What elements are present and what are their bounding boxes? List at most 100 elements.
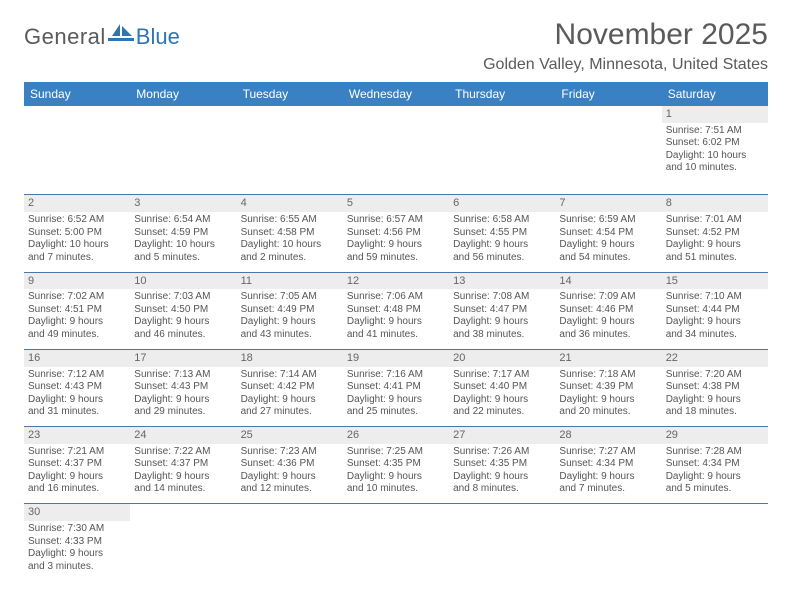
day-detail-row: Sunrise: 7:12 AMSunset: 4:43 PMDaylight:… bbox=[24, 367, 768, 427]
day-number: 24 bbox=[130, 427, 236, 444]
day-cell: Sunrise: 7:16 AMSunset: 4:41 PMDaylight:… bbox=[343, 367, 449, 427]
sunset-line: Sunset: 4:34 PM bbox=[666, 458, 764, 471]
sunrise-line: Sunrise: 6:57 AM bbox=[347, 214, 445, 227]
logo-text-blue: Blue bbox=[136, 24, 180, 50]
location: Golden Valley, Minnesota, United States bbox=[483, 56, 768, 74]
day-number bbox=[24, 106, 130, 123]
sunset-line: Sunset: 4:59 PM bbox=[134, 227, 232, 240]
sunrise-line: Sunrise: 7:21 AM bbox=[28, 446, 126, 459]
day-number bbox=[343, 504, 449, 521]
day-cell: Sunrise: 7:10 AMSunset: 4:44 PMDaylight:… bbox=[662, 289, 768, 349]
sunset-line: Sunset: 4:41 PM bbox=[347, 381, 445, 394]
day-cell bbox=[343, 123, 449, 195]
daylight-line-1: Daylight: 9 hours bbox=[559, 394, 657, 407]
daylight-line-2: and 8 minutes. bbox=[453, 483, 551, 496]
day-number: 27 bbox=[449, 427, 555, 444]
sunrise-line: Sunrise: 6:58 AM bbox=[453, 214, 551, 227]
sunset-line: Sunset: 4:40 PM bbox=[453, 381, 551, 394]
daylight-line-1: Daylight: 9 hours bbox=[666, 394, 764, 407]
sunset-line: Sunset: 4:44 PM bbox=[666, 304, 764, 317]
daylight-line-2: and 14 minutes. bbox=[134, 483, 232, 496]
sunset-line: Sunset: 4:39 PM bbox=[559, 381, 657, 394]
sunrise-line: Sunrise: 6:55 AM bbox=[241, 214, 339, 227]
daylight-line-2: and 29 minutes. bbox=[134, 406, 232, 419]
daylight-line-1: Daylight: 9 hours bbox=[559, 471, 657, 484]
sunrise-line: Sunrise: 7:01 AM bbox=[666, 214, 764, 227]
sunrise-line: Sunrise: 7:18 AM bbox=[559, 369, 657, 382]
sunset-line: Sunset: 4:38 PM bbox=[666, 381, 764, 394]
daylight-line-2: and 31 minutes. bbox=[28, 406, 126, 419]
sunset-line: Sunset: 4:48 PM bbox=[347, 304, 445, 317]
day-number-row: 2345678 bbox=[24, 195, 768, 212]
sunrise-line: Sunrise: 7:17 AM bbox=[453, 369, 551, 382]
day-cell: Sunrise: 6:57 AMSunset: 4:56 PMDaylight:… bbox=[343, 212, 449, 272]
sunrise-line: Sunrise: 6:52 AM bbox=[28, 214, 126, 227]
day-cell bbox=[237, 521, 343, 581]
sunset-line: Sunset: 4:52 PM bbox=[666, 227, 764, 240]
sunrise-line: Sunrise: 7:05 AM bbox=[241, 291, 339, 304]
day-cell: Sunrise: 6:52 AMSunset: 5:00 PMDaylight:… bbox=[24, 212, 130, 272]
daylight-line-1: Daylight: 9 hours bbox=[28, 471, 126, 484]
sunrise-line: Sunrise: 7:28 AM bbox=[666, 446, 764, 459]
sunset-line: Sunset: 4:49 PM bbox=[241, 304, 339, 317]
day-cell bbox=[662, 521, 768, 581]
day-number-row: 23242526272829 bbox=[24, 427, 768, 444]
day-cell bbox=[449, 123, 555, 195]
sunrise-line: Sunrise: 7:25 AM bbox=[347, 446, 445, 459]
day-cell: Sunrise: 7:17 AMSunset: 4:40 PMDaylight:… bbox=[449, 367, 555, 427]
daylight-line-2: and 43 minutes. bbox=[241, 329, 339, 342]
daylight-line-1: Daylight: 10 hours bbox=[134, 239, 232, 252]
day-number bbox=[130, 106, 236, 123]
sunrise-line: Sunrise: 7:51 AM bbox=[666, 125, 764, 138]
sunrise-line: Sunrise: 7:03 AM bbox=[134, 291, 232, 304]
day-cell: Sunrise: 7:14 AMSunset: 4:42 PMDaylight:… bbox=[237, 367, 343, 427]
sunrise-line: Sunrise: 7:08 AM bbox=[453, 291, 551, 304]
sunrise-line: Sunrise: 7:10 AM bbox=[666, 291, 764, 304]
daylight-line-1: Daylight: 9 hours bbox=[241, 394, 339, 407]
sunrise-line: Sunrise: 7:16 AM bbox=[347, 369, 445, 382]
day-cell: Sunrise: 6:55 AMSunset: 4:58 PMDaylight:… bbox=[237, 212, 343, 272]
daylight-line-2: and 12 minutes. bbox=[241, 483, 339, 496]
daylight-line-2: and 41 minutes. bbox=[347, 329, 445, 342]
sunset-line: Sunset: 4:51 PM bbox=[28, 304, 126, 317]
logo: General Blue bbox=[24, 18, 180, 50]
sail-icon bbox=[108, 24, 134, 47]
day-number: 11 bbox=[237, 272, 343, 289]
day-cell bbox=[237, 123, 343, 195]
day-number-row: 30 bbox=[24, 504, 768, 521]
daylight-line-1: Daylight: 9 hours bbox=[453, 316, 551, 329]
daylight-line-1: Daylight: 9 hours bbox=[453, 471, 551, 484]
weekday-header: Wednesday bbox=[343, 82, 449, 106]
daylight-line-2: and 38 minutes. bbox=[453, 329, 551, 342]
weekday-header: Sunday bbox=[24, 82, 130, 106]
logo-text-general: General bbox=[24, 24, 106, 50]
daylight-line-1: Daylight: 9 hours bbox=[453, 394, 551, 407]
daylight-line-2: and 16 minutes. bbox=[28, 483, 126, 496]
day-number: 22 bbox=[662, 349, 768, 366]
daylight-line-2: and 49 minutes. bbox=[28, 329, 126, 342]
sunset-line: Sunset: 4:33 PM bbox=[28, 536, 126, 549]
daylight-line-2: and 7 minutes. bbox=[559, 483, 657, 496]
day-number: 28 bbox=[555, 427, 661, 444]
daylight-line-2: and 56 minutes. bbox=[453, 252, 551, 265]
daylight-line-2: and 2 minutes. bbox=[241, 252, 339, 265]
sunset-line: Sunset: 4:34 PM bbox=[559, 458, 657, 471]
day-cell: Sunrise: 7:21 AMSunset: 4:37 PMDaylight:… bbox=[24, 444, 130, 504]
day-cell bbox=[130, 123, 236, 195]
weekday-header: Thursday bbox=[449, 82, 555, 106]
day-cell: Sunrise: 6:58 AMSunset: 4:55 PMDaylight:… bbox=[449, 212, 555, 272]
day-cell: Sunrise: 7:09 AMSunset: 4:46 PMDaylight:… bbox=[555, 289, 661, 349]
sunset-line: Sunset: 4:37 PM bbox=[28, 458, 126, 471]
daylight-line-2: and 5 minutes. bbox=[134, 252, 232, 265]
day-cell bbox=[343, 521, 449, 581]
day-cell: Sunrise: 7:06 AMSunset: 4:48 PMDaylight:… bbox=[343, 289, 449, 349]
daylight-line-2: and 18 minutes. bbox=[666, 406, 764, 419]
sunrise-line: Sunrise: 7:30 AM bbox=[28, 523, 126, 536]
day-number: 21 bbox=[555, 349, 661, 366]
sunset-line: Sunset: 4:56 PM bbox=[347, 227, 445, 240]
day-number: 3 bbox=[130, 195, 236, 212]
sunset-line: Sunset: 4:35 PM bbox=[453, 458, 551, 471]
day-number bbox=[555, 504, 661, 521]
sunrise-line: Sunrise: 7:14 AM bbox=[241, 369, 339, 382]
daylight-line-2: and 20 minutes. bbox=[559, 406, 657, 419]
